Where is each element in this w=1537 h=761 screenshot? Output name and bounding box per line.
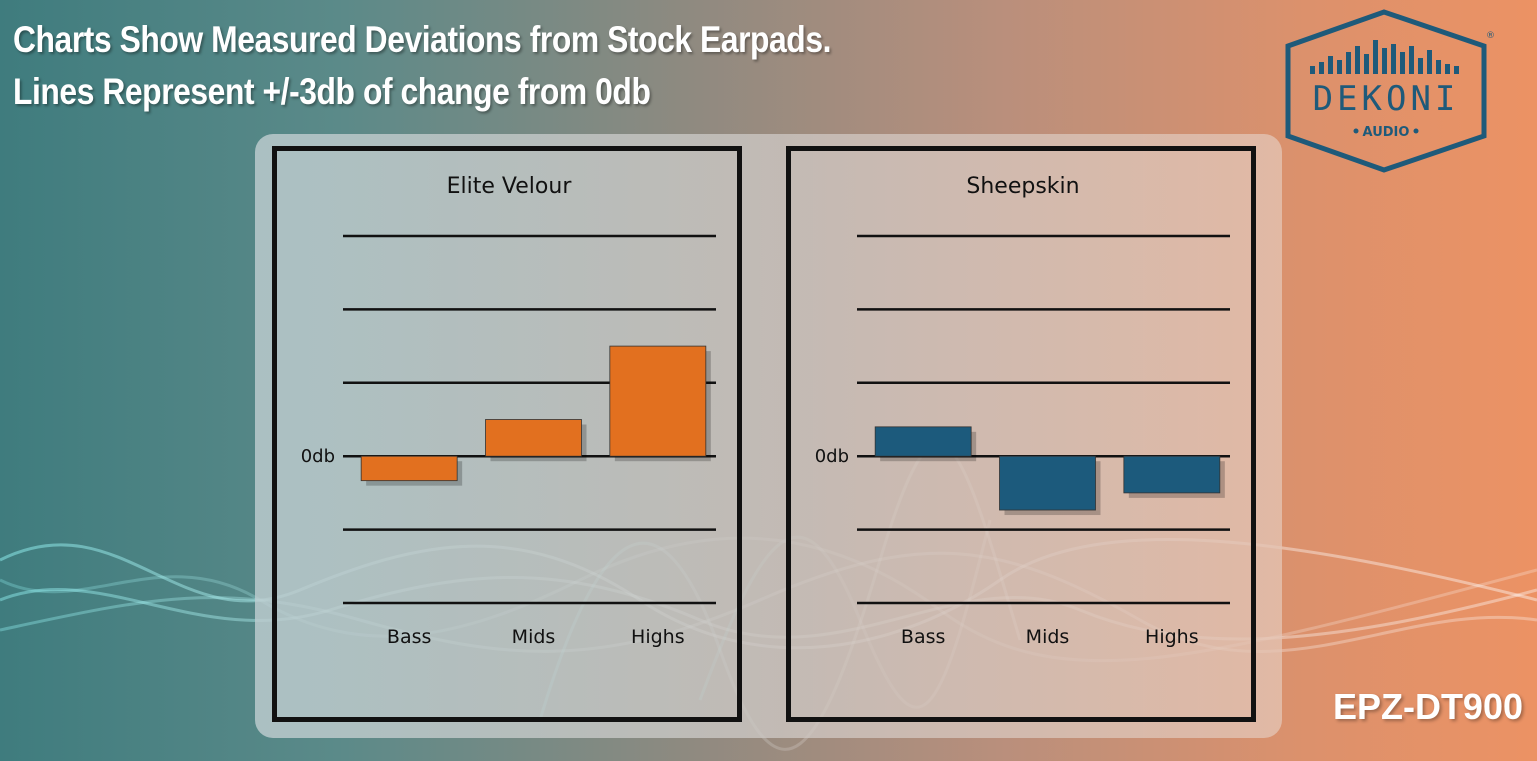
- zero-db-label: 0db: [815, 446, 849, 467]
- logo-eq-bar: [1409, 46, 1414, 74]
- logo-eq-bar: [1427, 50, 1432, 74]
- model-label: EPZ-DT900: [1332, 686, 1523, 727]
- logo-sub-text: AUDIO: [1363, 125, 1410, 140]
- bar-mids: [485, 419, 582, 457]
- chart-elite-velour: Elite Velour 0db Bass Mids Highs: [301, 174, 716, 648]
- bar-highs: [609, 345, 707, 457]
- logo-brand-text: DEKONI: [1313, 79, 1460, 119]
- category-label-bass: Bass: [901, 626, 945, 648]
- logo-eq-bar: [1418, 58, 1423, 74]
- logo-registered-mark: ®: [1486, 31, 1495, 41]
- chart-frame-elite-velour: Elite Velour 0db Bass Mids Highs: [272, 146, 742, 722]
- chart-title: Sheepskin: [966, 174, 1079, 199]
- headline-line-1: Charts Show Measured Deviations from Sto…: [13, 19, 831, 60]
- logo-eq-bar: [1310, 66, 1315, 74]
- bar-bass: [874, 426, 972, 457]
- bar-highs: [1123, 455, 1221, 494]
- chart-sheepskin: Sheepskin 0db Bass Mids Highs: [815, 174, 1230, 648]
- logo-eq-bar: [1355, 46, 1360, 74]
- category-label-mids: Mids: [1026, 626, 1070, 648]
- logo-eq-bar: [1436, 60, 1441, 74]
- logo-eq-bar: [1445, 64, 1450, 74]
- chart-frame-sheepskin: Sheepskin 0db Bass Mids Highs: [786, 146, 1256, 722]
- logo-eq-bar: [1337, 60, 1342, 74]
- logo-eq-bar: [1364, 54, 1369, 74]
- headline: Charts Show Measured Deviations from Sto…: [13, 14, 831, 118]
- category-label-highs: Highs: [1145, 626, 1199, 648]
- category-label-highs: Highs: [631, 626, 685, 648]
- logo-eq-bar: [1373, 40, 1378, 74]
- category-label-bass: Bass: [387, 626, 431, 648]
- logo-eq-bar: [1346, 52, 1351, 74]
- logo-eq-bar: [1382, 48, 1387, 74]
- logo-eq-bar: [1328, 56, 1333, 74]
- logo-eq-bar: [1391, 44, 1396, 74]
- headline-line-2: Lines Represent +/-3db of change from 0d…: [13, 71, 651, 112]
- chart-title: Elite Velour: [447, 174, 573, 199]
- category-label-mids: Mids: [512, 626, 556, 648]
- dekoni-audio-logo: DEKONI AUDIO ®: [1285, 9, 1495, 173]
- bar-mids: [999, 455, 1096, 511]
- charts-panel: [255, 134, 1282, 738]
- logo-eq-bar: [1454, 66, 1459, 74]
- logo-eq-bar: [1400, 52, 1405, 74]
- zero-db-label: 0db: [301, 446, 335, 467]
- logo-eq-bar: [1319, 62, 1324, 74]
- bar-bass: [360, 455, 458, 482]
